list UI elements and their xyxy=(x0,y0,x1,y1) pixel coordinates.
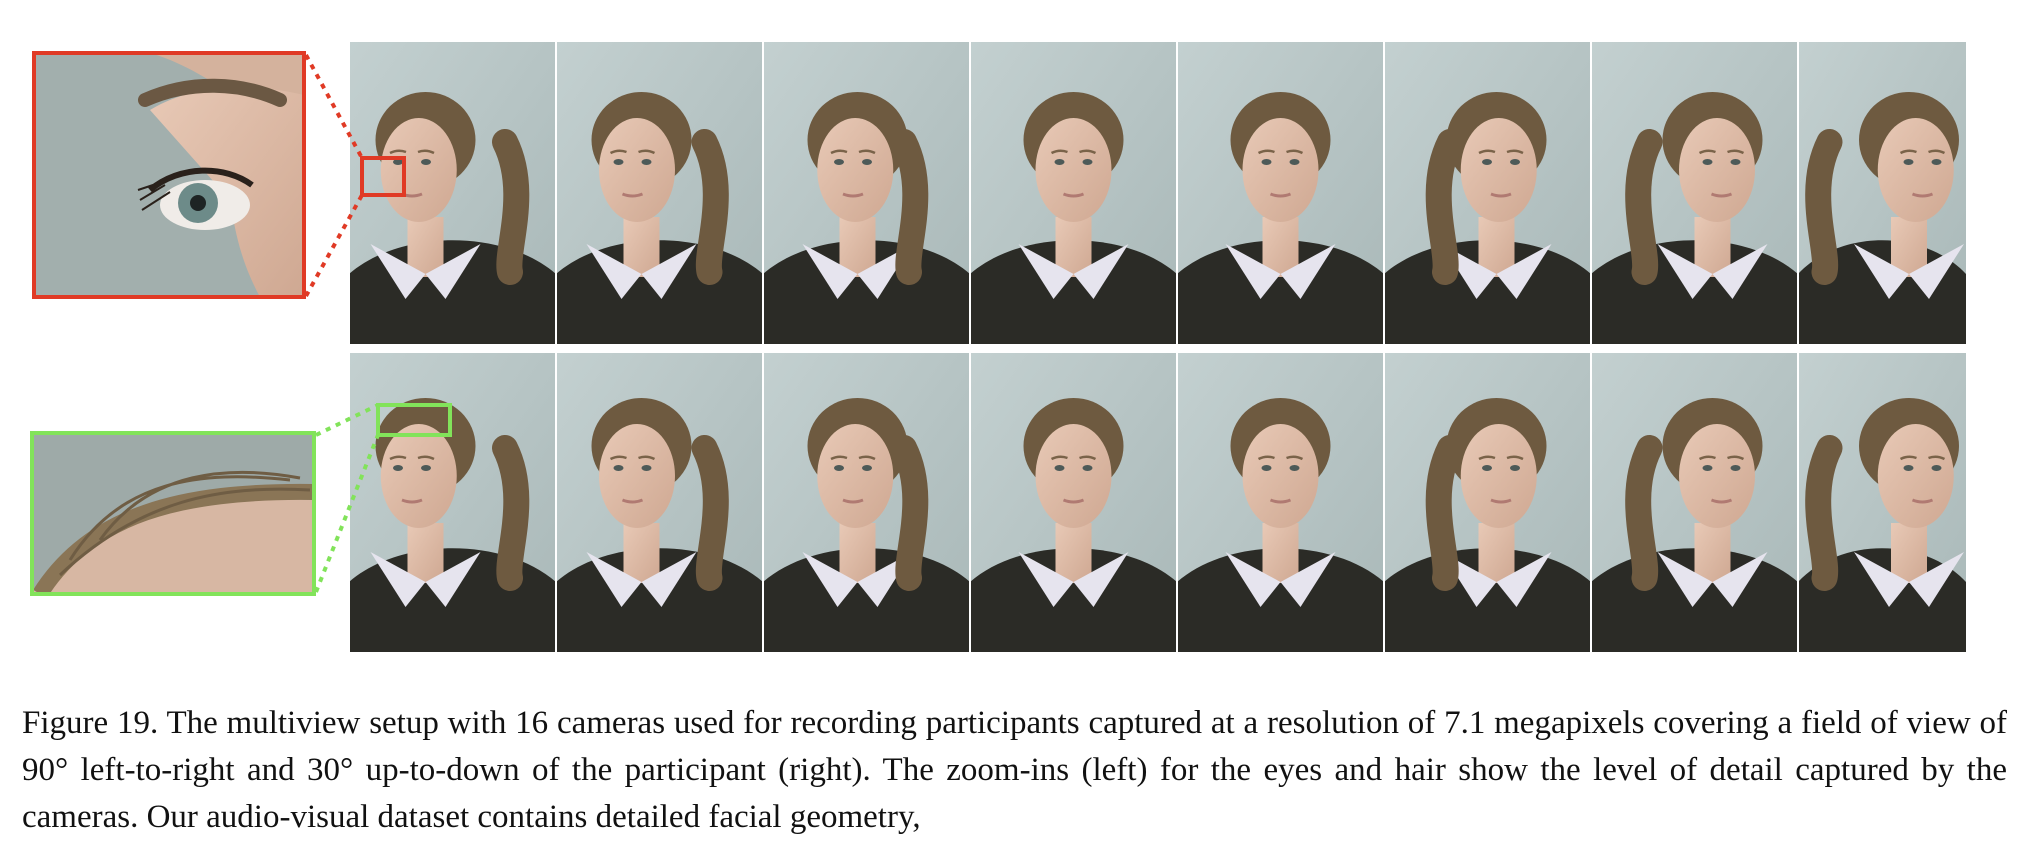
camera-view-6 xyxy=(1383,42,1591,344)
eye-zoom-inset xyxy=(32,51,406,299)
camera-view-5 xyxy=(1176,42,1384,344)
hair-zoom-marker xyxy=(376,403,452,437)
camera-view-11 xyxy=(762,353,970,652)
eye-zoom-leader-bottom xyxy=(304,194,364,297)
camera-view-9 xyxy=(348,353,556,652)
bottom-camera-row xyxy=(348,353,1966,652)
camera-view-8 xyxy=(1797,42,1966,344)
camera-view-2 xyxy=(555,42,763,344)
eye-zoom-leader-top xyxy=(304,54,364,159)
camera-view-7 xyxy=(1590,42,1798,344)
camera-view-13 xyxy=(1176,353,1384,652)
camera-view-12 xyxy=(969,353,1177,652)
hair-zoom-leader-top xyxy=(315,403,379,437)
multiview-figure xyxy=(30,42,1966,652)
hair-zoom-inset xyxy=(30,403,452,596)
camera-view-4 xyxy=(969,42,1177,344)
figure-caption: Figure 19. The multiview setup with 16 c… xyxy=(22,705,2007,835)
camera-view-14 xyxy=(1383,353,1591,652)
camera-view-3 xyxy=(762,42,970,344)
camera-view-10 xyxy=(555,353,763,652)
camera-view-15 xyxy=(1590,353,1798,652)
eye-zoom-marker xyxy=(360,156,406,197)
top-camera-row xyxy=(348,42,1966,344)
camera-view-16 xyxy=(1797,353,1966,652)
